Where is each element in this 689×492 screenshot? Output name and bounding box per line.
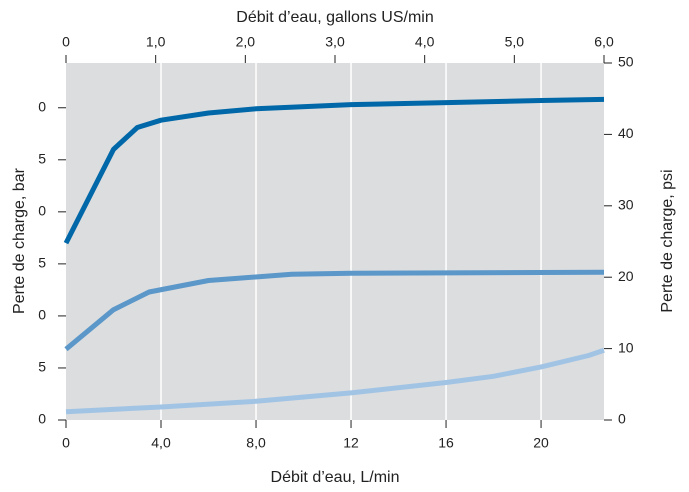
x-axis-label: Débit d’eau, L/min — [271, 469, 400, 486]
x-tick-label: 12 — [343, 435, 359, 451]
x2-tick-label: 2,0 — [236, 34, 256, 50]
y-axis-label: Perte de charge, bar — [11, 167, 28, 314]
y2-tick-label: 0 — [618, 411, 626, 427]
x2-tick-label: 3,0 — [325, 34, 345, 50]
x2-tick-label: 1,0 — [146, 34, 166, 50]
y-tick-label: 5 — [38, 255, 46, 271]
y2-tick-label: 10 — [618, 339, 634, 355]
y-tick-label: 0 — [38, 411, 46, 427]
y2-tick-label: 30 — [618, 197, 634, 213]
y2-tick-label: 20 — [618, 268, 634, 284]
x2-tick-label: 4,0 — [415, 34, 435, 50]
x-tick-label: 20 — [533, 435, 549, 451]
y2-tick-label: 50 — [618, 54, 634, 70]
y2-axis-label: Perte de charge, psi — [659, 169, 676, 312]
x-tick-label: 16 — [438, 435, 454, 451]
x2-tick-label: 5,0 — [505, 34, 525, 50]
y-tick-label: 0 — [38, 307, 46, 323]
series-line — [64, 269, 605, 352]
y2-tick-label: 40 — [618, 125, 634, 141]
x2-axis-label: Débit d’eau, gallons US/min — [236, 9, 433, 26]
x2-tick-label: 6,0 — [594, 34, 614, 50]
plot-area — [66, 63, 604, 420]
x-tick-label: 8,0 — [246, 435, 266, 451]
x-tick-label: 0 — [62, 435, 70, 451]
y-tick-label: 5 — [38, 359, 46, 375]
series-line — [63, 96, 605, 245]
y-tick-label: 0 — [38, 98, 46, 114]
series-line — [65, 347, 605, 415]
y-tick-label: 0 — [38, 203, 46, 219]
x-tick-label: 4,0 — [151, 435, 171, 451]
y-tick-label: 5 — [38, 150, 46, 166]
x2-tick-label: 0 — [62, 34, 70, 50]
